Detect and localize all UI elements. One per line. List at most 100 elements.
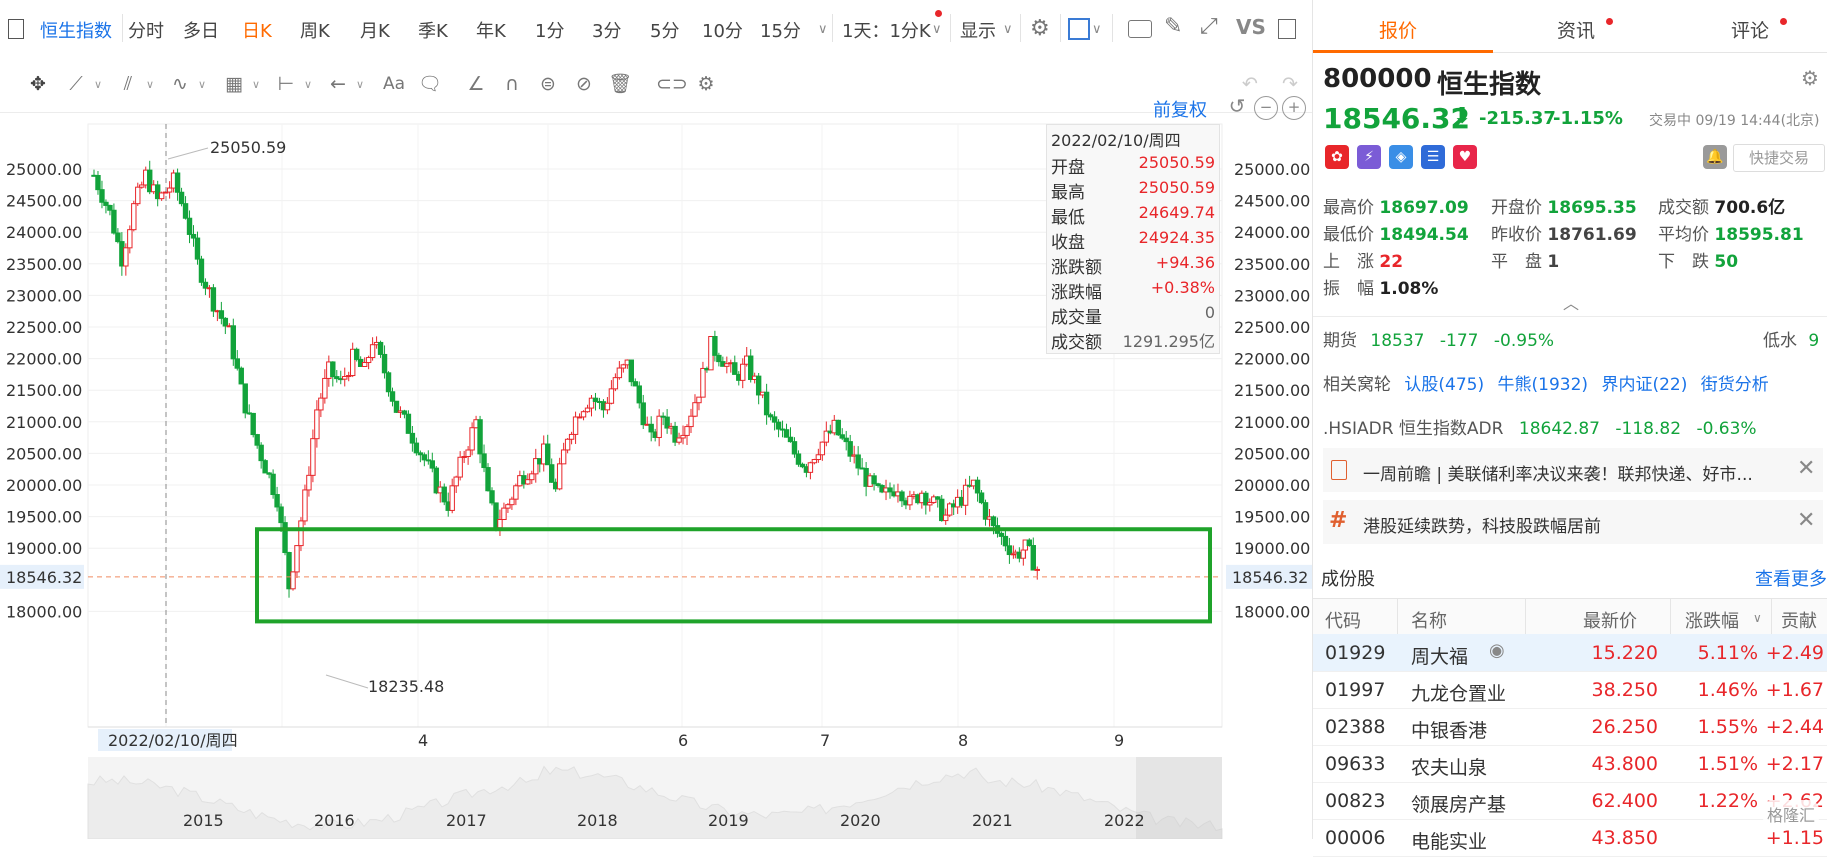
color-square-icon[interactable]	[1068, 18, 1090, 40]
adjust-price-toggle[interactable]: 前复权	[1153, 100, 1207, 121]
col-contribution[interactable]: 贡献	[1781, 611, 1817, 632]
period-daily-k[interactable]: 日K	[242, 21, 272, 42]
warrant-analysis-link[interactable]: 街货分析	[1700, 375, 1769, 395]
comment-tool-icon[interactable]: 🗨	[417, 73, 443, 95]
undo-icon[interactable]: ↶	[1242, 73, 1258, 95]
ruler-tool-icon[interactable]: ∠	[467, 73, 485, 95]
news-close-icon[interactable]: ✕	[1797, 456, 1816, 481]
panel-settings-icon[interactable]: ⚙	[1801, 66, 1819, 90]
news-headline[interactable]: 港股延续跌势，科技股跌幅居前	[1363, 517, 1601, 537]
kline-chart-area[interactable]: 25000.00 25000.00 24500.00 24500.00 24000.00…	[0, 112, 1312, 840]
panel-toggle-icon[interactable]	[1278, 19, 1296, 39]
period-15min[interactable]: 15分	[760, 21, 801, 42]
candle-body	[123, 247, 129, 267]
fullscreen-icon[interactable]: ⤢	[1200, 14, 1218, 39]
period-fenshi[interactable]: 分时	[128, 21, 164, 42]
fib-tool-icon[interactable]: ▦	[225, 73, 243, 95]
sidebar-toggle-icon[interactable]	[8, 19, 24, 39]
kline-chart-svg[interactable]: 25000.00 25000.00 24500.00 24500.00 24000.00…	[0, 112, 1312, 840]
table-row[interactable]: 01997 九龙仓置业 38.250 1.46% +1.67	[1313, 671, 1827, 709]
period-weekly-k[interactable]: 周K	[300, 21, 330, 42]
wave-tool-chevron-icon[interactable]: ∨	[198, 78, 207, 91]
news-close-icon[interactable]: ✕	[1797, 508, 1816, 533]
candle-body	[258, 444, 264, 462]
settings-gear-icon[interactable]: ⚙	[1030, 16, 1050, 41]
warrant-cbbc-link[interactable]: 牛熊(1932)	[1497, 375, 1589, 395]
adr-row[interactable]: .HSIADR 恒生指数ADR 18642.87 -118.82 -0.63%	[1323, 419, 1757, 439]
futures-row[interactable]: 期货 18537 -177 -0.95%	[1323, 331, 1555, 351]
candle-body	[302, 489, 308, 522]
period-quarterly-k[interactable]: 季K	[418, 21, 448, 42]
period-5min[interactable]: 5分	[650, 21, 680, 42]
col-name[interactable]: 名称	[1411, 611, 1447, 632]
index-name-tab[interactable]: 恒生指数	[40, 21, 112, 42]
period-more-chevron-icon[interactable]: ∨	[818, 22, 828, 37]
zoom-in-icon[interactable]: +	[1282, 96, 1306, 120]
measure-tool-chevron-icon[interactable]: ∨	[304, 78, 313, 91]
trash-icon[interactable]: 🗑	[607, 73, 633, 95]
tab-quote[interactable]: 报价	[1379, 20, 1418, 42]
warrant-inline-link[interactable]: 界内证(22)	[1601, 375, 1688, 395]
lock-drawing-icon[interactable]: ⊜	[540, 73, 556, 95]
view-more-link[interactable]: 查看更多	[1755, 569, 1827, 590]
quick-trade-button[interactable]: 快捷交易	[1733, 144, 1825, 172]
line-tool-chevron-icon[interactable]: ∨	[94, 78, 103, 91]
table-row[interactable]: 00823 领展房产基 62.400 1.22% +2.62	[1313, 782, 1827, 820]
link-icon[interactable]: ⊂⊃	[656, 73, 688, 95]
warrant-call-link[interactable]: 认股(475)	[1404, 375, 1485, 395]
period-yearly-k[interactable]: 年K	[476, 21, 506, 42]
display-menu[interactable]: 显示	[960, 21, 996, 42]
col-code[interactable]: 代码	[1325, 611, 1361, 632]
tab-comments[interactable]: 评论	[1731, 20, 1770, 42]
fib-tool-chevron-icon[interactable]: ∨	[252, 78, 261, 91]
tab-news[interactable]: 资讯	[1557, 20, 1596, 42]
magnet-icon[interactable]: ∩	[505, 73, 519, 95]
wave-tool-icon[interactable]: ∿	[172, 73, 188, 95]
sort-chevron-icon[interactable]: ∨	[1753, 611, 1762, 625]
camera-icon[interactable]	[1128, 20, 1152, 38]
reset-chart-icon[interactable]: ↺	[1228, 94, 1246, 118]
table-row[interactable]: 00006 电能实业 43.850 +1.15	[1313, 819, 1827, 857]
text-tool-button[interactable]: Aa	[382, 74, 406, 94]
pencil-icon[interactable]: ✎	[1164, 14, 1183, 39]
quote-level-icon[interactable]: ⚡	[1357, 145, 1381, 169]
table-row[interactable]: 02388 中银香港 26.250 1.55% +2.44	[1313, 708, 1827, 746]
vs-compare-button[interactable]: VS	[1236, 15, 1266, 39]
period-1min[interactable]: 1分	[535, 21, 565, 42]
alert-bell-icon[interactable]: 🔔	[1703, 145, 1727, 169]
candle-body	[943, 514, 949, 522]
drawing-settings-icon[interactable]: ⚙	[697, 73, 715, 95]
period-3min[interactable]: 3分	[592, 21, 622, 42]
period-duori[interactable]: 多日	[183, 21, 219, 42]
move-cross-icon[interactable]: ✥	[30, 73, 46, 95]
redo-icon[interactable]: ↷	[1282, 73, 1298, 95]
note-icon[interactable]: ☰	[1421, 145, 1445, 169]
table-row[interactable]: 09633 农夫山泉 43.800 1.51% +2.17	[1313, 745, 1827, 783]
channel-tool-icon[interactable]: ⫽	[123, 73, 133, 95]
news-item[interactable]: 一周前瞻 | 美联储利率决议来袭！联邦快递、好市... ✕	[1323, 448, 1823, 492]
arrow-tool-icon[interactable]: ←	[330, 73, 346, 95]
candle-body	[433, 467, 439, 494]
channel-tool-chevron-icon[interactable]: ∨	[146, 78, 155, 91]
hk-flag-icon[interactable]: ✿	[1325, 145, 1349, 169]
tag-icon[interactable]: ◈	[1389, 145, 1413, 169]
hide-drawing-icon[interactable]: ⊘	[576, 73, 592, 95]
y-tick-label-left: 22000.00	[6, 350, 82, 369]
period-10min[interactable]: 10分	[702, 21, 743, 42]
candle-body	[529, 473, 535, 481]
zoom-out-icon[interactable]: −	[1254, 96, 1278, 120]
table-row[interactable]: 01929 周大福 ◉ 15.220 5.11% +2.49	[1313, 634, 1827, 672]
period-monthly-k[interactable]: 月K	[360, 21, 390, 42]
col-price[interactable]: 最新价	[1583, 611, 1637, 632]
multi-day-select[interactable]: 1天：1分K	[842, 21, 931, 42]
news-item[interactable]: # 港股延续跌势，科技股跌幅居前 ✕	[1323, 500, 1823, 544]
measure-tool-icon[interactable]: ⊢	[277, 73, 295, 95]
collapse-chevron-icon[interactable]: ︿	[1563, 294, 1580, 313]
line-tool-icon[interactable]: ⟋	[69, 73, 83, 95]
favorite-heart-icon[interactable]: ♥	[1453, 145, 1477, 169]
arrow-tool-chevron-icon[interactable]: ∨	[356, 78, 365, 91]
news-headline[interactable]: 一周前瞻 | 美联储利率决议来袭！联邦快递、好市...	[1363, 465, 1753, 485]
watch-eye-icon[interactable]: ◉	[1489, 640, 1505, 661]
col-change-pct[interactable]: 涨跌幅	[1685, 611, 1739, 632]
components-table-header: 代码 名称 最新价 涨跌幅 ∨ 贡献	[1313, 598, 1827, 636]
